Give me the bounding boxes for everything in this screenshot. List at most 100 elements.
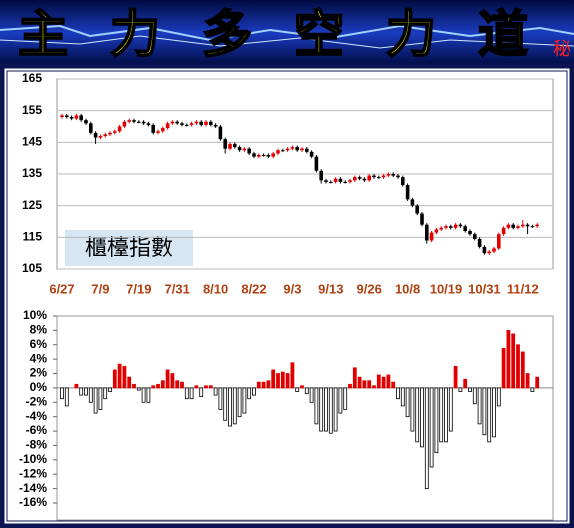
- bar: [300, 385, 304, 389]
- bar: [232, 387, 237, 425]
- candle-body: [372, 175, 376, 178]
- bar: [501, 347, 506, 389]
- candle-body: [223, 139, 227, 149]
- candle-body: [381, 175, 386, 178]
- bar: [348, 383, 352, 389]
- candle-body: [127, 120, 131, 122]
- bar: [237, 387, 242, 418]
- banner-title: 主力多空力道: [18, 6, 570, 64]
- bar: [458, 387, 463, 392]
- lightning: [0, 35, 574, 49]
- candle-body: [242, 148, 247, 151]
- candle-body: [353, 177, 357, 181]
- candle-body: [93, 132, 98, 138]
- bar: [170, 373, 175, 389]
- candle-body: [343, 181, 347, 183]
- candle-body: [156, 131, 160, 133]
- candle-body: [122, 121, 127, 127]
- bar: [338, 387, 343, 414]
- bar: [525, 373, 530, 389]
- bar: [396, 387, 400, 400]
- bar: [444, 387, 448, 443]
- bar: [424, 387, 429, 490]
- y-tick-label: 105: [22, 261, 42, 275]
- y-tick-label: 145: [22, 135, 42, 149]
- x-tick-label: 9/3: [283, 281, 301, 296]
- candle-body: [161, 128, 165, 132]
- bar: [156, 383, 160, 389]
- candle-body: [386, 174, 391, 176]
- candle-body: [285, 148, 290, 151]
- y-tick-label: -16%: [19, 495, 47, 509]
- bar: [448, 387, 453, 432]
- candle-body: [420, 213, 424, 225]
- candle-body: [501, 227, 506, 235]
- x-tick-label: 7/19: [126, 281, 151, 296]
- bar: [93, 387, 98, 414]
- candle-body: [530, 226, 535, 228]
- bar: [252, 387, 256, 396]
- candle-body: [521, 224, 525, 227]
- bar: [256, 381, 261, 389]
- bar: [261, 381, 266, 389]
- candle-body: [74, 115, 79, 119]
- candle-body: [165, 123, 170, 129]
- bar: [213, 387, 218, 396]
- bar: [247, 387, 252, 400]
- bar: [496, 387, 501, 407]
- bar: [88, 387, 93, 403]
- candle-body: [204, 121, 208, 125]
- bar: [266, 380, 271, 389]
- candle-body: [281, 150, 285, 152]
- candle-body: [377, 177, 381, 179]
- bar: [511, 333, 516, 389]
- candle-body: [261, 155, 266, 156]
- candle-body: [319, 170, 323, 181]
- candle-body: [396, 175, 400, 178]
- bar: [400, 387, 405, 407]
- bar: [242, 387, 247, 414]
- candle-body: [276, 150, 280, 154]
- candle-body: [103, 134, 107, 136]
- x-tick-label: 10/19: [430, 281, 463, 296]
- candle-body: [482, 246, 487, 254]
- candle-body: [185, 124, 189, 126]
- candle-body: [60, 115, 64, 117]
- x-tick-label: 9/26: [357, 281, 382, 296]
- candle-body: [535, 224, 539, 227]
- bar: [199, 387, 204, 397]
- y-tick-label: 115: [23, 230, 43, 244]
- candle-body: [237, 147, 242, 151]
- bar: [151, 385, 156, 389]
- x-tick-label: 6/27: [49, 281, 74, 296]
- bar: [472, 387, 477, 405]
- candle-body: [401, 177, 405, 186]
- bar: [136, 387, 141, 391]
- bar: [520, 351, 525, 389]
- candle-body: [439, 227, 443, 230]
- plot-frame: [56, 315, 554, 521]
- candle-body: [228, 143, 232, 149]
- candle-body: [132, 120, 136, 122]
- x-tick-label: 10/8: [395, 281, 420, 296]
- y-tick-label: 8%: [30, 323, 48, 337]
- candle-body: [305, 148, 309, 152]
- candle-body: [415, 205, 419, 214]
- candle-body: [189, 123, 194, 125]
- bar: [343, 387, 348, 410]
- y-tick-label: -8%: [26, 438, 48, 452]
- candle-body: [434, 229, 439, 233]
- bar: [127, 376, 132, 389]
- bar: [410, 387, 415, 432]
- bar: [160, 380, 165, 389]
- bar: [165, 369, 170, 389]
- candle-body: [117, 126, 122, 132]
- bar: [276, 373, 280, 389]
- y-tick-label: -6%: [26, 423, 48, 437]
- bar: [141, 387, 146, 403]
- candle-body: [497, 234, 501, 249]
- candle-body: [295, 147, 299, 151]
- candle-body: [65, 115, 69, 117]
- candle-body: [209, 121, 213, 125]
